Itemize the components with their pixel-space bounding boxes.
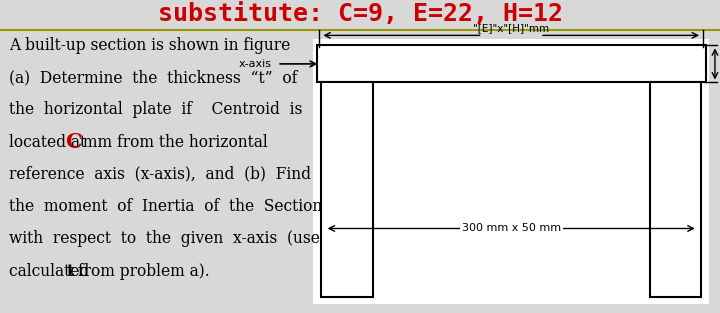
- Text: x-axis: x-axis: [239, 59, 272, 69]
- Text: from problem a).: from problem a).: [73, 263, 210, 280]
- Bar: [321, 82, 373, 297]
- Text: substitute: C=9, E=22, H=12: substitute: C=9, E=22, H=12: [158, 2, 562, 26]
- Text: the  horizontal  plate  if    Centroid  is: the horizontal plate if Centroid is: [9, 101, 302, 118]
- Text: located at: located at: [9, 134, 91, 151]
- Text: calculated: calculated: [9, 263, 94, 280]
- Bar: [317, 45, 706, 82]
- Text: reference  axis  (x-axis),  and  (b)  Find: reference axis (x-axis), and (b) Find: [9, 166, 310, 183]
- Bar: [313, 39, 709, 304]
- Text: with  respect  to  the  given  x-axis  (use: with respect to the given x-axis (use: [9, 230, 320, 247]
- Text: mm from the horizontal: mm from the horizontal: [78, 134, 268, 151]
- Text: t: t: [67, 263, 74, 280]
- Text: "[E]"x"[H]"mm: "[E]"x"[H]"mm: [473, 23, 549, 33]
- Text: (a)  Determine  the  thickness  “t”  of: (a) Determine the thickness “t” of: [9, 69, 297, 86]
- Text: A built-up section is shown in figure: A built-up section is shown in figure: [9, 37, 290, 54]
- Text: C: C: [65, 132, 81, 152]
- Text: 300 mm x 50 mm: 300 mm x 50 mm: [462, 223, 561, 233]
- Bar: [649, 82, 701, 297]
- Text: the  moment  of  Inertia  of  the  Section: the moment of Inertia of the Section: [9, 198, 322, 215]
